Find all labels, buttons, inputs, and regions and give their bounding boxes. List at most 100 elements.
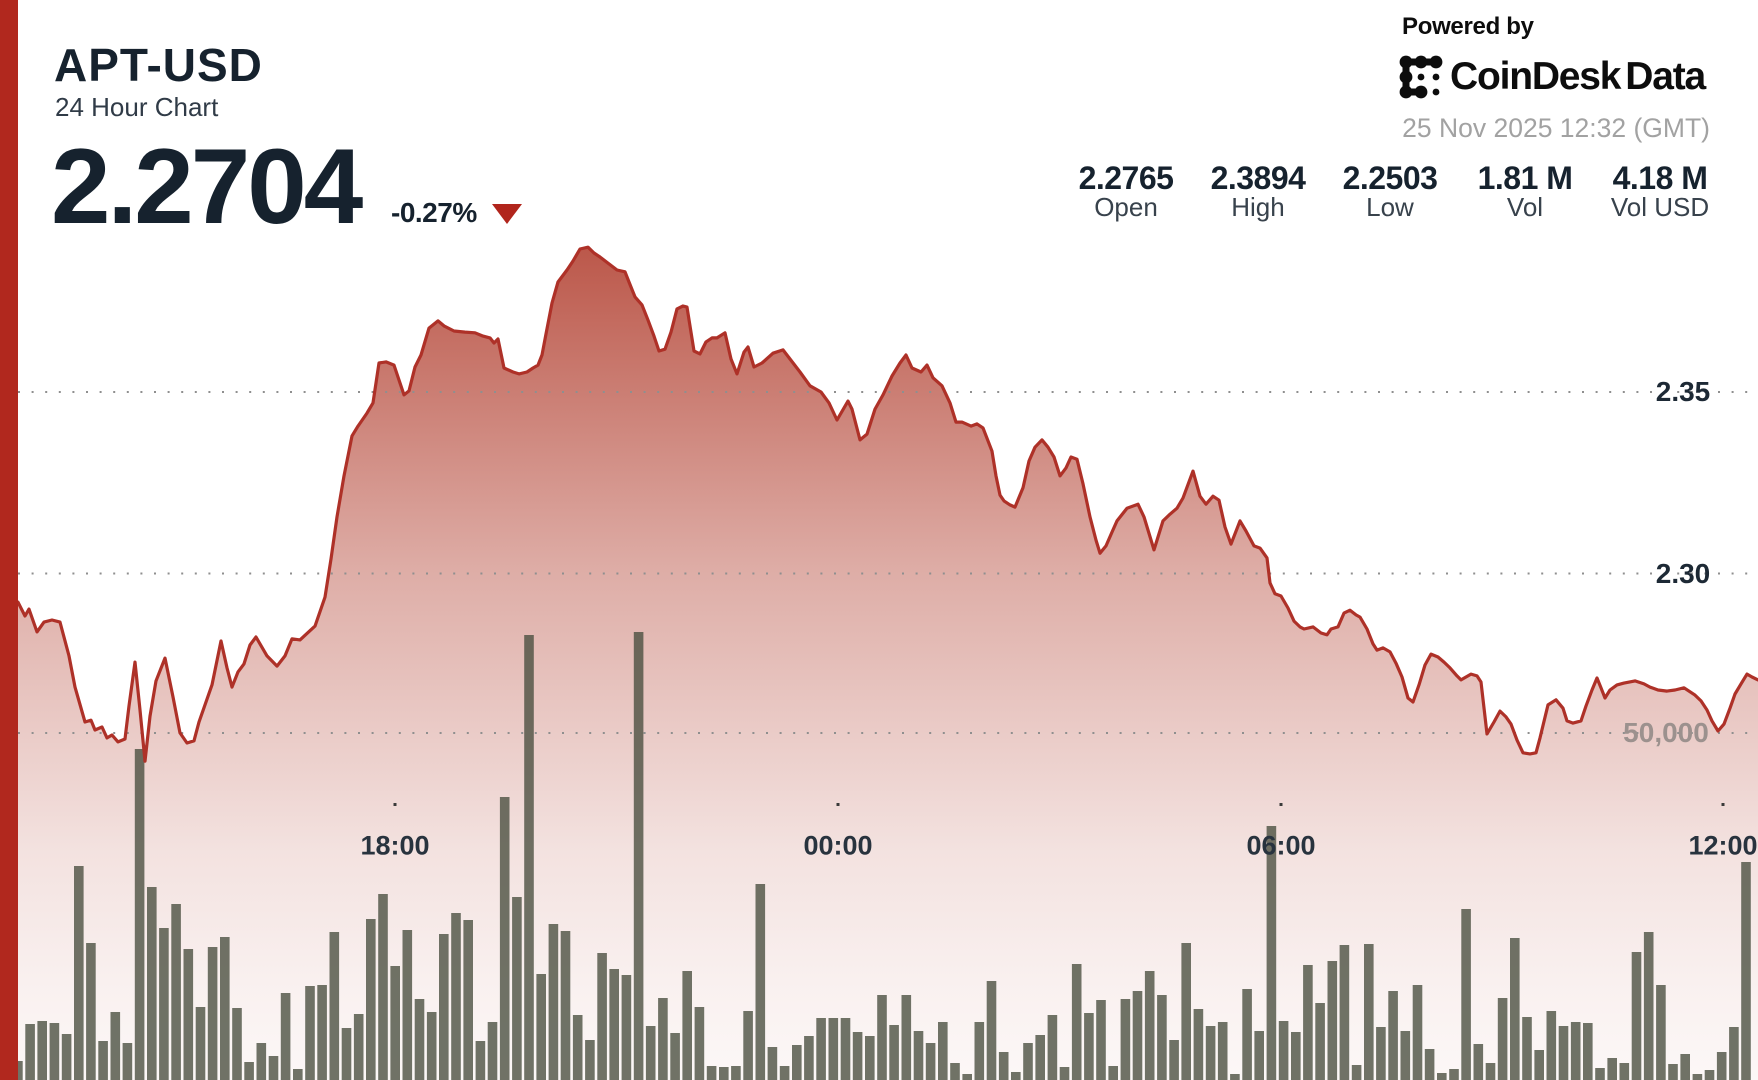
volume-bar: [755, 884, 766, 1080]
volume-bar: [865, 1036, 875, 1080]
stat-low: 2.2503 Low: [1310, 160, 1470, 223]
y-axis-volume-label: 50,000: [1623, 717, 1709, 748]
volume-bar: [597, 953, 607, 1080]
volume-bar: [1096, 1000, 1106, 1080]
volume-bar: [1449, 1069, 1459, 1080]
volume-bar: [1071, 964, 1082, 1080]
volume-bar: [670, 1033, 680, 1080]
volume-bar: [183, 949, 194, 1080]
volume-bar: [950, 1063, 960, 1080]
volume-bar: [1412, 985, 1423, 1080]
volume-bar: [1144, 971, 1155, 1080]
volume-bar: [1157, 995, 1167, 1080]
volume-bar: [256, 1043, 267, 1080]
stat-low-label: Low: [1366, 192, 1414, 222]
volume-bar: [1023, 1043, 1033, 1080]
volume-bar: [293, 1069, 303, 1080]
volume-bar: [341, 1028, 352, 1080]
timestamp: 25 Nov 2025 12:32 (GMT): [1402, 113, 1710, 143]
volume-bar: [536, 974, 546, 1080]
volume-bar: [171, 904, 181, 1080]
volume-bar: [1011, 1072, 1021, 1080]
volume-bar: [1546, 1011, 1557, 1080]
volume-bar: [378, 894, 388, 1080]
volume-bar: [61, 1034, 72, 1080]
volume-bar: [1656, 985, 1666, 1080]
volume-bar: [645, 1026, 656, 1080]
volume-bar: [694, 1007, 705, 1080]
volume-bar: [658, 998, 668, 1080]
coindesk-logo-text: CoinDesk Data: [1450, 55, 1706, 99]
volume-bar: [1400, 1031, 1411, 1080]
volume-bar: [1558, 1026, 1569, 1080]
volume-bar: [353, 1014, 364, 1080]
volume-bar: [1680, 1054, 1690, 1080]
volume-bar: [1437, 1073, 1447, 1080]
y-axis-price-label-2.30: 2.30: [1655, 557, 1711, 589]
volume-bar: [719, 1067, 729, 1080]
volume-bar: [1169, 1040, 1179, 1080]
price-area-fill: [18, 247, 1758, 1080]
left-accent-bar: [0, 0, 18, 1080]
volume-bar: [779, 1066, 790, 1080]
stat-vol-usd: 4.18 M Vol USD: [1580, 160, 1740, 223]
price-down-arrow-icon: [492, 204, 522, 224]
volume-bar: [840, 1018, 851, 1080]
volume-bar: [329, 932, 340, 1080]
x-axis-label-06:00: 06:00: [1246, 830, 1316, 861]
volume-bar: [195, 1007, 206, 1080]
volume-bar: [1534, 1050, 1544, 1080]
x-axis-label-18:00: 18:00: [360, 830, 430, 861]
volume-bar: [524, 635, 534, 1080]
stat-vol-value: 1.81 M: [1477, 160, 1573, 196]
stat-low-value: 2.2503: [1342, 160, 1438, 196]
volume-bar: [232, 1008, 242, 1080]
stat-open: 2.2765 Open: [1046, 160, 1206, 223]
x-axis-label-00:00: 00:00: [803, 830, 873, 861]
volume-bar: [1583, 1023, 1593, 1080]
volume-bar: [913, 1031, 924, 1080]
brand-suffix: Data: [1625, 55, 1706, 98]
volume-bar: [1522, 1017, 1532, 1080]
volume-bar: [463, 920, 473, 1080]
volume-bar: [1303, 965, 1313, 1080]
volume-bar: [633, 632, 644, 1080]
volume-bar: [1741, 862, 1751, 1080]
volume-bar: [451, 913, 461, 1080]
volume-bar: [86, 943, 96, 1080]
volume-bar: [280, 993, 291, 1080]
volume-bar: [25, 1024, 35, 1080]
volume-bar: [439, 934, 449, 1080]
y-axis-price-label-2.35: 2.35: [1655, 376, 1711, 407]
x-tick-dot: [393, 803, 397, 806]
volume-bar: [1278, 1021, 1289, 1080]
volume-bar: [925, 1043, 936, 1080]
volume-bar: [1327, 961, 1338, 1080]
volume-bar: [1692, 1074, 1703, 1080]
volume-bar: [938, 1022, 948, 1080]
symbol-title: APT-USD: [54, 39, 263, 91]
volume-bar: [560, 931, 571, 1080]
stat-open-value: 2.2765: [1078, 160, 1174, 196]
volume-bar: [1291, 1032, 1301, 1080]
volume-bar: [998, 1052, 1009, 1080]
stat-vol-usd-value: 4.18 M: [1612, 160, 1708, 196]
volume-bar: [852, 1032, 863, 1080]
volume-bar: [682, 971, 692, 1080]
volume-bar: [1108, 1066, 1118, 1080]
volume-bar: [706, 1066, 717, 1080]
volume-bar: [207, 947, 218, 1080]
x-tick-dot: [836, 803, 840, 806]
volume-bar: [147, 887, 157, 1080]
volume-bar: [122, 1043, 133, 1080]
volume-bar: [475, 1041, 486, 1080]
volume-bar: [1339, 945, 1350, 1080]
volume-bar: [37, 1021, 47, 1080]
volume-bar: [1315, 1003, 1325, 1080]
volume-bar: [305, 986, 315, 1080]
volume-bar: [731, 1066, 741, 1080]
powered-by-label: Powered by: [1402, 13, 1534, 40]
x-tick-dot: [1721, 803, 1725, 806]
